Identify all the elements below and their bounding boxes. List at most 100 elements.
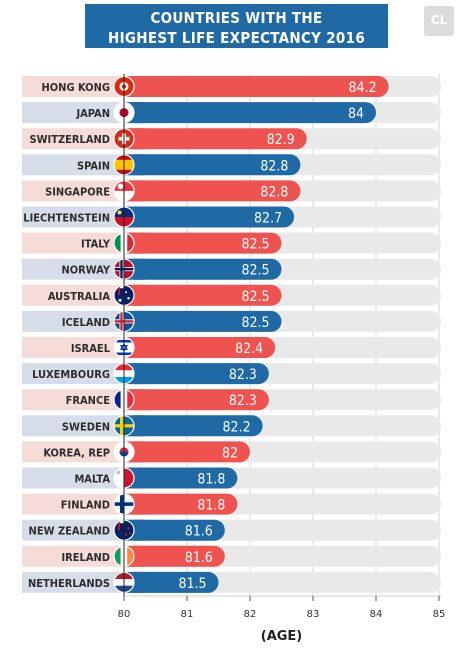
bar [124, 76, 389, 97]
category-label: SPAIN [77, 159, 110, 172]
value-label: 84 [348, 106, 364, 122]
value-label: 82.3 [229, 367, 257, 383]
value-label: 82.4 [235, 341, 263, 357]
category-label-bg [22, 519, 124, 541]
bar-row: KOREA, REP 82 [22, 441, 441, 463]
chart-title-line-1: COUNTRIES WITH THE [150, 9, 323, 27]
x-tick-label: 83 [307, 609, 320, 620]
category-label: MALTA [74, 473, 110, 486]
value-label: 82 [222, 445, 238, 461]
category-label-bg [22, 232, 124, 254]
category-label-bg [22, 206, 124, 228]
x-tick-label: 81 [181, 609, 194, 620]
category-label-bg [22, 102, 124, 124]
bar-row: HONG KONG 84.2 [22, 75, 441, 98]
category-label-bg [22, 363, 124, 385]
category-label-bg [22, 310, 124, 332]
category-label-bg [22, 493, 124, 515]
bar [124, 258, 282, 280]
bar [124, 154, 301, 176]
category-label-bg [22, 571, 124, 593]
bar-row: SPAIN 82.8 [22, 154, 441, 176]
value-label: 82.5 [241, 289, 269, 305]
malta-flag-icon [114, 468, 134, 488]
bar [124, 571, 219, 593]
x-tick-label: 84 [370, 609, 383, 620]
bar [124, 206, 295, 228]
value-label: 82.2 [223, 419, 251, 435]
bar-row: JAPAN 84 [22, 101, 441, 124]
category-label: ITALY [81, 238, 111, 251]
bar [124, 180, 301, 202]
brand-logo: CL [424, 6, 454, 36]
bar [124, 337, 276, 358]
category-label: HONG KONG [41, 81, 110, 94]
bar [124, 441, 250, 463]
chart-title-line-2: HIGHEST LIFE EXPECTANCY 2016 [107, 29, 366, 47]
bar-row: NORWAY 82.5 [22, 258, 441, 280]
category-label-bg [22, 389, 124, 411]
bar-row: SWITZERLAND 82.9 [22, 128, 441, 150]
value-label: 81.5 [178, 576, 206, 592]
bar-row: AUSTRALIA 82.5 [22, 284, 441, 306]
category-label: JAPAN [75, 107, 110, 120]
category-label: FRANCE [66, 394, 111, 407]
category-label: ISRAEL [71, 342, 111, 355]
category-label-bg [22, 467, 124, 489]
value-label: 81.6 [185, 524, 213, 540]
bar [124, 415, 263, 437]
category-label: IRELAND [61, 551, 110, 564]
category-label: AUSTRALIA [48, 290, 111, 303]
bar [124, 467, 238, 489]
bar-row: LUXEMBOURG 82.3 [22, 363, 441, 385]
category-label: KOREA, REP [43, 446, 110, 459]
category-label-bg [22, 154, 124, 176]
value-label: 82.5 [241, 315, 269, 331]
bar [124, 493, 238, 515]
value-label: 82.5 [241, 237, 269, 253]
bar-row: FRANCE 82.3 [22, 389, 441, 411]
value-label: 82.3 [229, 393, 257, 409]
value-label: 84.2 [349, 80, 377, 96]
category-label: NETHERLANDS [28, 577, 110, 590]
value-label: 81.8 [197, 498, 225, 514]
value-label: 82.5 [241, 263, 269, 279]
value-label: 82.7 [254, 211, 282, 227]
value-label: 82.8 [260, 184, 288, 200]
x-tick-label: 80 [118, 609, 131, 620]
category-label: FINLAND [61, 499, 110, 512]
bar-row: FINLAND 81.8 [22, 493, 441, 515]
category-label-bg [22, 180, 124, 202]
category-label-bg [22, 415, 124, 437]
category-label-bg [22, 441, 124, 463]
value-label: 82.8 [260, 158, 288, 174]
bar-row: SINGAPORE 82.8 [22, 180, 441, 202]
category-label-bg [22, 545, 124, 567]
bar [124, 128, 307, 150]
bar-row: ICELAND 82.5 [22, 310, 441, 332]
value-label: 82.9 [267, 132, 295, 148]
category-label-bg [22, 284, 124, 306]
value-label: 81.8 [197, 472, 225, 488]
value-label: 81.6 [185, 550, 213, 566]
category-label: SINGAPORE [45, 185, 110, 198]
bar [124, 232, 282, 254]
bar [124, 363, 269, 385]
x-tick-label: 82 [244, 609, 257, 620]
bar-row: SWEDEN 82.2 [22, 415, 441, 437]
title-banner: COUNTRIES WITH THE HIGHEST LIFE EXPECTAN… [85, 4, 388, 48]
category-label-bg [22, 76, 124, 97]
category-label: ICELAND [62, 316, 110, 329]
bar [124, 102, 376, 124]
category-label-bg [22, 258, 124, 280]
x-axis-label: (AGE) [261, 629, 303, 644]
bar-row: MALTA 81.8 [22, 467, 441, 489]
bar-row: IRELAND 81.6 [22, 545, 441, 567]
category-label-bg [22, 337, 124, 358]
category-label: NEW ZEALAND [29, 525, 110, 538]
brand-logo-text: CL [430, 13, 448, 27]
bar [124, 519, 225, 541]
category-label: LIECHTENSTEIN [23, 212, 110, 225]
category-label: LUXEMBOURG [32, 368, 110, 381]
